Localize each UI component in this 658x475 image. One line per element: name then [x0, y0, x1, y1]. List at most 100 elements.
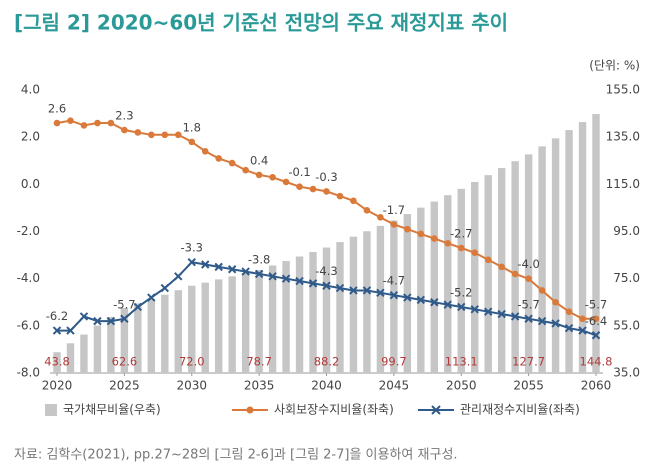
- marker: [377, 214, 384, 221]
- marker: [579, 315, 586, 323]
- bar-value-label: 43.8: [44, 355, 70, 369]
- marker: [323, 188, 330, 195]
- bar: [295, 256, 304, 373]
- x-tick-label: 2025: [109, 379, 140, 393]
- bar: [376, 225, 385, 373]
- x-tick-label: 2040: [311, 379, 342, 393]
- marker: [537, 316, 547, 326]
- marker: [525, 275, 532, 282]
- y2-tick-label: 95.0: [613, 224, 640, 238]
- marker: [498, 263, 505, 271]
- line-value-label: -4.7: [383, 274, 405, 288]
- marker: [67, 117, 74, 124]
- marker: [524, 314, 533, 323]
- legend-swatch: [45, 404, 57, 416]
- legend-marker: [431, 405, 441, 415]
- marker: [417, 230, 425, 238]
- bar: [390, 220, 398, 373]
- bar: [578, 122, 587, 373]
- y-tick-label: 0.0: [21, 177, 40, 191]
- line-value-label: -2.7: [450, 227, 472, 241]
- marker: [497, 309, 506, 319]
- bar: [228, 276, 236, 373]
- marker: [511, 270, 519, 278]
- marker: [471, 249, 479, 257]
- marker: [551, 319, 560, 328]
- chart-title: [그림 2] 2020~60년 기준선 전망의 주요 재정지표 추이: [14, 11, 508, 35]
- marker: [268, 272, 277, 281]
- bar-value-label: 62.6: [112, 355, 138, 369]
- marker: [228, 159, 236, 167]
- bar: [268, 265, 277, 373]
- bar: [551, 138, 560, 373]
- bar: [403, 214, 412, 373]
- marker: [389, 290, 399, 300]
- marker: [241, 267, 250, 276]
- marker: [403, 293, 412, 302]
- marker: [53, 119, 61, 127]
- bar: [282, 260, 290, 373]
- marker: [416, 295, 426, 305]
- bar: [134, 303, 142, 373]
- marker: [94, 119, 101, 127]
- bar: [161, 294, 169, 373]
- marker: [376, 288, 385, 298]
- y2-tick-label: 135.0: [606, 130, 640, 144]
- line-value-label: -3.3: [181, 241, 203, 255]
- legend-label: 사회보장수지비율(좌축): [274, 403, 394, 417]
- bar-value-label: 144.8: [580, 355, 613, 369]
- x-tick-label: 2055: [513, 379, 544, 393]
- marker: [552, 298, 559, 306]
- marker: [79, 312, 89, 321]
- marker: [147, 293, 156, 302]
- bar: [511, 161, 519, 373]
- y2-tick-label: 75.0: [613, 271, 640, 285]
- x-tick-label: 2045: [379, 379, 410, 393]
- bar: [565, 130, 573, 373]
- marker: [322, 281, 331, 290]
- marker: [120, 314, 129, 323]
- marker: [161, 131, 169, 139]
- marker: [591, 331, 601, 340]
- line-value-label: 0.4: [250, 153, 268, 167]
- y-tick-label: -8.0: [17, 366, 40, 380]
- bar: [201, 282, 209, 373]
- marker: [362, 286, 372, 295]
- y-tick-label: 4.0: [21, 83, 40, 97]
- line-value-label: -4.0: [517, 257, 539, 271]
- bar: [322, 247, 331, 373]
- bar: [484, 175, 492, 373]
- marker: [390, 221, 398, 228]
- y2-tick-label: 55.0: [613, 318, 640, 332]
- bar-value-label: 113.1: [445, 355, 478, 369]
- bar: [363, 231, 371, 373]
- marker: [160, 283, 170, 293]
- bar: [471, 181, 479, 373]
- marker: [269, 173, 276, 181]
- marker: [281, 274, 291, 283]
- legend-marker: [246, 406, 254, 414]
- marker: [201, 260, 210, 269]
- marker: [470, 305, 479, 314]
- marker: [443, 300, 452, 309]
- marker: [510, 312, 520, 321]
- line-value-label: 2.3: [115, 109, 133, 123]
- marker: [214, 262, 223, 272]
- marker: [133, 302, 143, 312]
- bar: [80, 334, 88, 373]
- marker: [174, 131, 182, 139]
- bar: [524, 154, 533, 373]
- marker: [430, 298, 439, 307]
- marker: [565, 308, 573, 315]
- source-note: 자료: 김학수(2021), pp.27~28의 [그림 2-6]과 [그림 2…: [14, 448, 458, 463]
- marker: [296, 183, 303, 190]
- line-value-label: -3.8: [248, 252, 270, 266]
- marker: [242, 166, 249, 174]
- bar: [107, 316, 115, 373]
- marker: [350, 197, 357, 205]
- marker: [308, 279, 318, 288]
- line-value-label: -6.2: [46, 309, 68, 323]
- marker: [66, 326, 75, 335]
- y2-tick-label: 115.0: [606, 177, 640, 191]
- line-value-label: 1.8: [183, 120, 201, 134]
